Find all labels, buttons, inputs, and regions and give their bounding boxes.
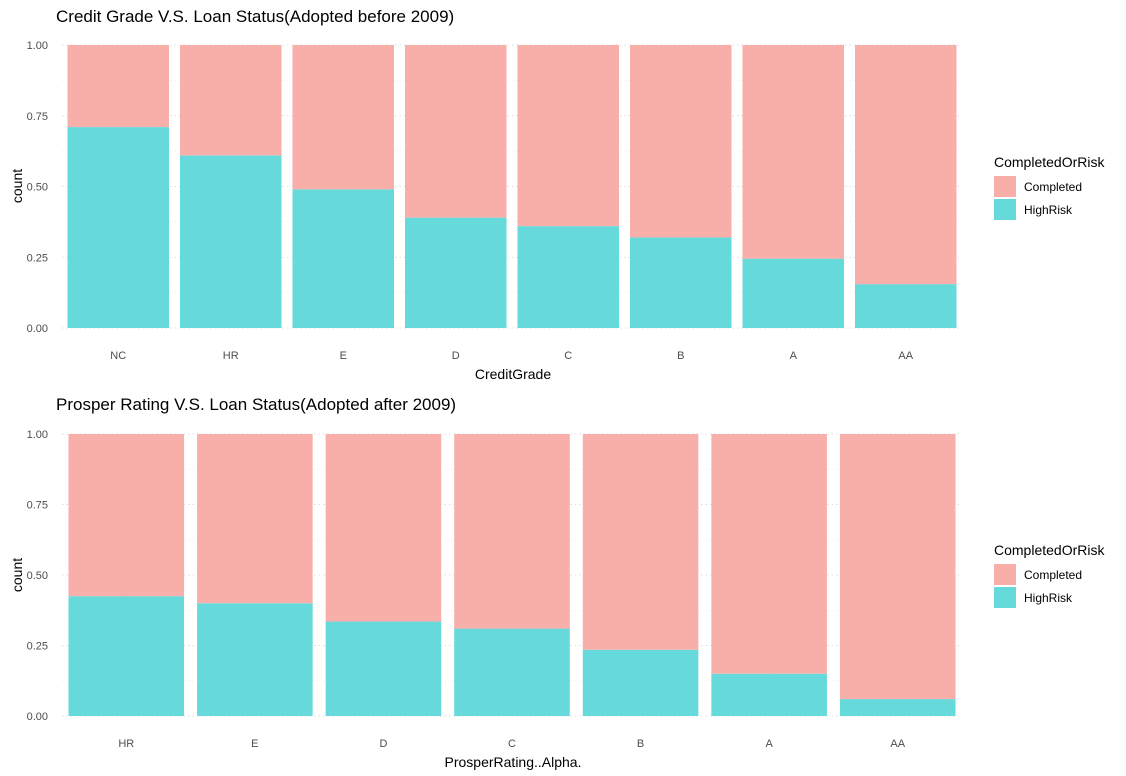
credit-grade-chart: Credit Grade V.S. Loan Status(Adopted be…: [9, 7, 1105, 382]
legend-swatch-highrisk: [994, 587, 1016, 608]
bar-highrisk-aa: [855, 284, 957, 328]
x-tick-label: HR: [223, 350, 239, 362]
bar-completed-hr: [68, 434, 185, 597]
bar-highrisk-e: [292, 189, 394, 328]
x-tick-label: E: [340, 350, 347, 362]
bar-completed-a: [742, 45, 844, 259]
bar-highrisk-nc: [67, 127, 169, 328]
x-tick-label: C: [508, 738, 516, 750]
legend-label-completed: Completed: [1024, 568, 1082, 582]
legend-title: CompletedOrRisk: [994, 154, 1105, 170]
bar-highrisk-d: [325, 621, 442, 716]
x-tick-labels: NC HR E D C B A AA: [110, 350, 913, 362]
bar-completed-e: [197, 434, 313, 604]
y-axis-title: count: [9, 558, 25, 592]
legend-swatch-completed: [994, 176, 1016, 197]
bar-completed-b: [630, 45, 732, 238]
y-tick-label: 0.25: [27, 641, 48, 653]
bar-completed-d: [325, 434, 442, 622]
bar-highrisk-hr: [180, 155, 282, 328]
x-tick-label: HR: [118, 738, 134, 750]
legend-label-highrisk: HighRisk: [1024, 591, 1073, 605]
bar-highrisk-b: [630, 237, 732, 328]
bar-completed-a: [711, 434, 827, 674]
x-tick-label: D: [379, 738, 387, 750]
legend-title: CompletedOrRisk: [994, 542, 1105, 558]
x-axis-title: ProsperRating..Alpha.: [445, 754, 582, 770]
y-axis-title: count: [9, 169, 25, 203]
legend-swatch-completed: [994, 564, 1016, 585]
x-tick-label: B: [637, 738, 644, 750]
x-tick-label: C: [564, 350, 572, 362]
bar-completed-aa: [855, 45, 957, 285]
x-tick-label: AA: [898, 350, 913, 362]
bar-highrisk-a: [742, 258, 844, 328]
legend: CompletedOrRisk Completed HighRisk: [994, 154, 1105, 220]
bar-completed-nc: [67, 45, 169, 128]
chart-title: Prosper Rating V.S. Loan Status(Adopted …: [56, 395, 456, 414]
legend-label-completed: Completed: [1024, 180, 1082, 194]
bar-highrisk-b: [582, 649, 699, 716]
y-tick-label: 1.00: [27, 40, 48, 52]
legend-swatch-highrisk: [994, 199, 1016, 220]
bar-highrisk-a: [711, 673, 827, 716]
bar-completed-c: [517, 45, 619, 227]
x-tick-label: E: [251, 738, 258, 750]
bar-highrisk-d: [405, 217, 507, 328]
bar-completed-hr: [180, 45, 282, 156]
y-tick-label: 0.00: [27, 711, 48, 723]
x-tick-label: D: [452, 350, 460, 362]
prosper-rating-chart: Prosper Rating V.S. Loan Status(Adopted …: [9, 395, 1105, 770]
bar-completed-e: [292, 45, 394, 190]
x-tick-label: NC: [110, 350, 126, 362]
bar-completed-c: [454, 434, 570, 629]
y-tick-label: 1.00: [27, 429, 48, 441]
x-axis-title: CreditGrade: [475, 366, 551, 382]
legend: CompletedOrRisk Completed HighRisk: [994, 542, 1105, 608]
x-tick-label: B: [677, 350, 684, 362]
bar-completed-d: [405, 45, 507, 218]
bar-highrisk-hr: [68, 596, 185, 716]
x-tick-label: AA: [890, 738, 905, 750]
bar-highrisk-c: [454, 628, 570, 716]
y-tick-label: 0.75: [27, 111, 48, 123]
y-tick-label: 0.25: [27, 252, 48, 264]
legend-label-highrisk: HighRisk: [1024, 203, 1073, 217]
y-tick-labels: 0.00 0.25 0.50 0.75 1.00: [27, 429, 48, 723]
y-tick-label: 0.75: [27, 500, 48, 512]
x-tick-labels: HR E D C B A AA: [118, 738, 905, 750]
x-tick-label: A: [765, 738, 773, 750]
bars: [67, 45, 957, 328]
bar-highrisk-c: [517, 226, 619, 328]
bar-completed-aa: [839, 434, 956, 700]
bars: [68, 434, 956, 716]
bar-completed-b: [582, 434, 699, 650]
y-tick-label: 0.50: [27, 182, 48, 194]
x-tick-label: A: [790, 350, 798, 362]
y-tick-label: 0.00: [27, 323, 48, 335]
y-tick-label: 0.50: [27, 570, 48, 582]
bar-highrisk-e: [197, 603, 313, 716]
y-tick-labels: 0.00 0.25 0.50 0.75 1.00: [27, 40, 48, 335]
chart-title: Credit Grade V.S. Loan Status(Adopted be…: [56, 7, 454, 26]
bar-highrisk-aa: [839, 699, 956, 716]
